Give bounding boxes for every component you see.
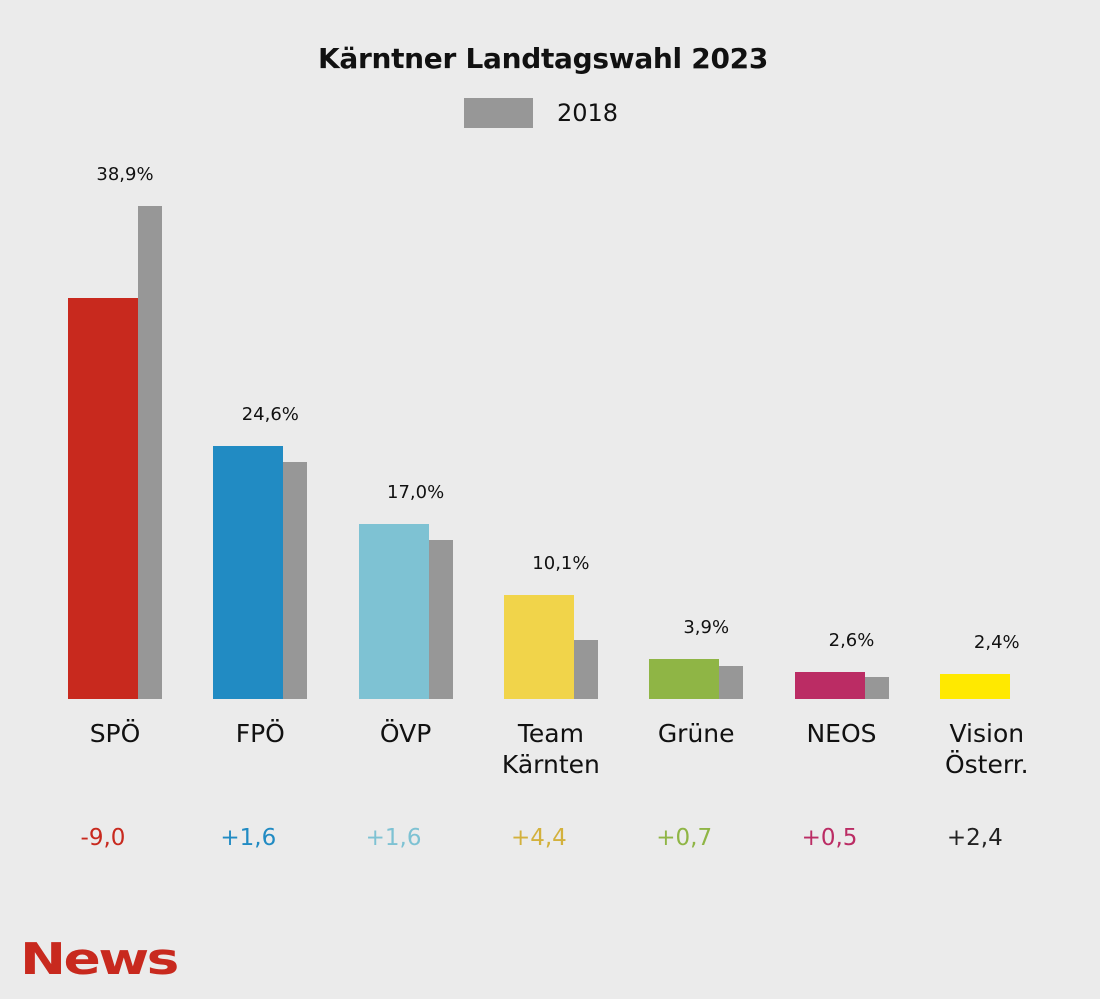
bar-2023 bbox=[358, 523, 429, 699]
value-label: 17,0% bbox=[387, 481, 445, 503]
bar-2023 bbox=[794, 672, 865, 699]
bar-2018 bbox=[864, 677, 889, 699]
bar-2023 bbox=[939, 674, 1010, 699]
category-label: ÖVP bbox=[379, 719, 432, 748]
change-label: +2,4 bbox=[946, 825, 1003, 851]
value-label: 3,9% bbox=[683, 616, 730, 638]
change-label: +0,7 bbox=[656, 825, 713, 851]
bar-2023 bbox=[213, 445, 284, 699]
legend-swatch-2018 bbox=[464, 98, 533, 128]
value-label: 2,6% bbox=[828, 630, 875, 652]
change-label: +0,5 bbox=[801, 825, 858, 851]
bar-2018 bbox=[283, 462, 308, 699]
category-label: Grüne bbox=[657, 719, 735, 748]
change-label: +4,4 bbox=[510, 825, 567, 851]
change-label: -9,0 bbox=[80, 825, 126, 851]
category-label: FPÖ bbox=[235, 719, 285, 748]
value-label: 24,6% bbox=[241, 403, 299, 425]
value-label: 2,4% bbox=[973, 632, 1020, 654]
legend-label-2018: 2018 bbox=[557, 99, 619, 127]
bar-2023 bbox=[68, 298, 138, 699]
bar-2018 bbox=[573, 640, 598, 699]
change-label: +1,6 bbox=[365, 825, 422, 851]
category-label: Vision Österr. bbox=[944, 719, 1029, 779]
chart-title: Kärntner Landtagswahl 2023 bbox=[317, 42, 769, 75]
category-label: Team Kärnten bbox=[501, 719, 600, 779]
bar-2018 bbox=[719, 666, 744, 699]
value-label: 10,1% bbox=[532, 552, 590, 574]
bar-2023 bbox=[503, 594, 574, 699]
value-label: 38,9% bbox=[96, 163, 154, 185]
bar-2023 bbox=[649, 658, 720, 699]
news-logo: News bbox=[20, 934, 179, 985]
bar-2018 bbox=[428, 540, 453, 699]
category-label: SPÖ bbox=[89, 719, 141, 748]
change-label: +1,6 bbox=[220, 825, 277, 851]
bar-2018 bbox=[138, 205, 162, 699]
category-label: NEOS bbox=[806, 719, 877, 748]
